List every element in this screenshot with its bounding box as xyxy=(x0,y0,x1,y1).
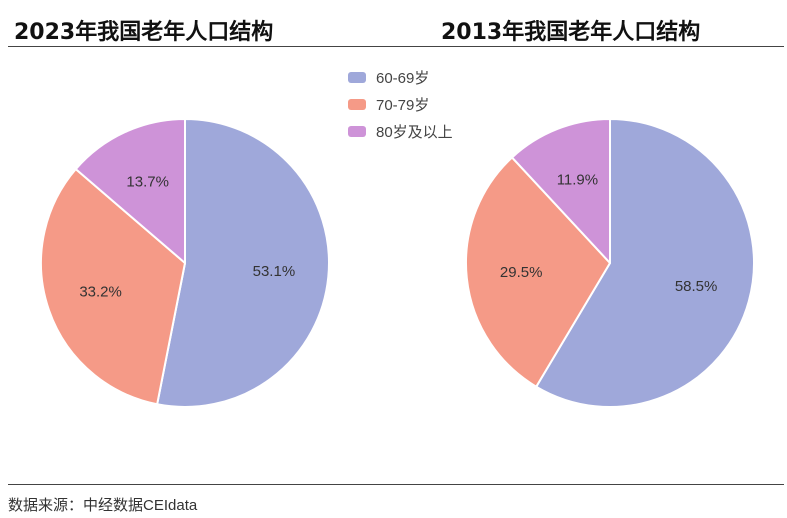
data-source-note: 数据来源：中经数据CEIdata xyxy=(8,497,198,514)
legend-swatch-60-69 xyxy=(348,72,366,83)
slice-value-label-60-69: 53.1% xyxy=(253,263,296,280)
legend-label-80-plus: 80岁及以上 xyxy=(376,124,453,141)
pie-chart-2013: 58.5% 29.5% 11.9% xyxy=(464,118,755,408)
footer-divider xyxy=(8,484,784,485)
legend-swatch-80-plus xyxy=(348,126,366,137)
slice-value-label-70-79: 29.5% xyxy=(500,264,543,281)
legend-item-60-69[interactable]: 60-69岁 xyxy=(348,64,453,91)
pie-chart-2023: 53.1% 33.2% 13.7% xyxy=(40,118,330,408)
pie-slice-60-69[interactable] xyxy=(156,118,330,408)
pie-slice-80-plus[interactable] xyxy=(74,118,186,264)
legend-item-70-79[interactable]: 70-79岁 xyxy=(348,91,453,118)
slice-value-label-70-79: 33.2% xyxy=(79,284,122,301)
legend: 60-69岁 70-79岁 80岁及以上 xyxy=(348,64,453,145)
chart-title-2013: 2013年我国老年人口结构 xyxy=(441,20,701,45)
slice-value-label-60-69: 58.5% xyxy=(675,278,718,295)
slice-value-label-80-plus: 11.9% xyxy=(557,171,598,188)
header-divider xyxy=(8,46,784,47)
legend-label-60-69: 60-69岁 xyxy=(376,70,430,87)
pie-slice-80-plus[interactable] xyxy=(511,118,611,264)
legend-item-80-plus[interactable]: 80岁及以上 xyxy=(348,118,453,145)
pie-slice-70-79[interactable] xyxy=(40,168,186,406)
chart-title-2023: 2023年我国老年人口结构 xyxy=(14,20,274,45)
pie-slice-60-69[interactable] xyxy=(535,118,755,408)
pie-slice-70-79[interactable] xyxy=(464,156,611,388)
slice-value-label-80-plus: 13.7% xyxy=(126,173,169,190)
legend-swatch-70-79 xyxy=(348,99,366,110)
legend-label-70-79: 70-79岁 xyxy=(376,97,430,114)
